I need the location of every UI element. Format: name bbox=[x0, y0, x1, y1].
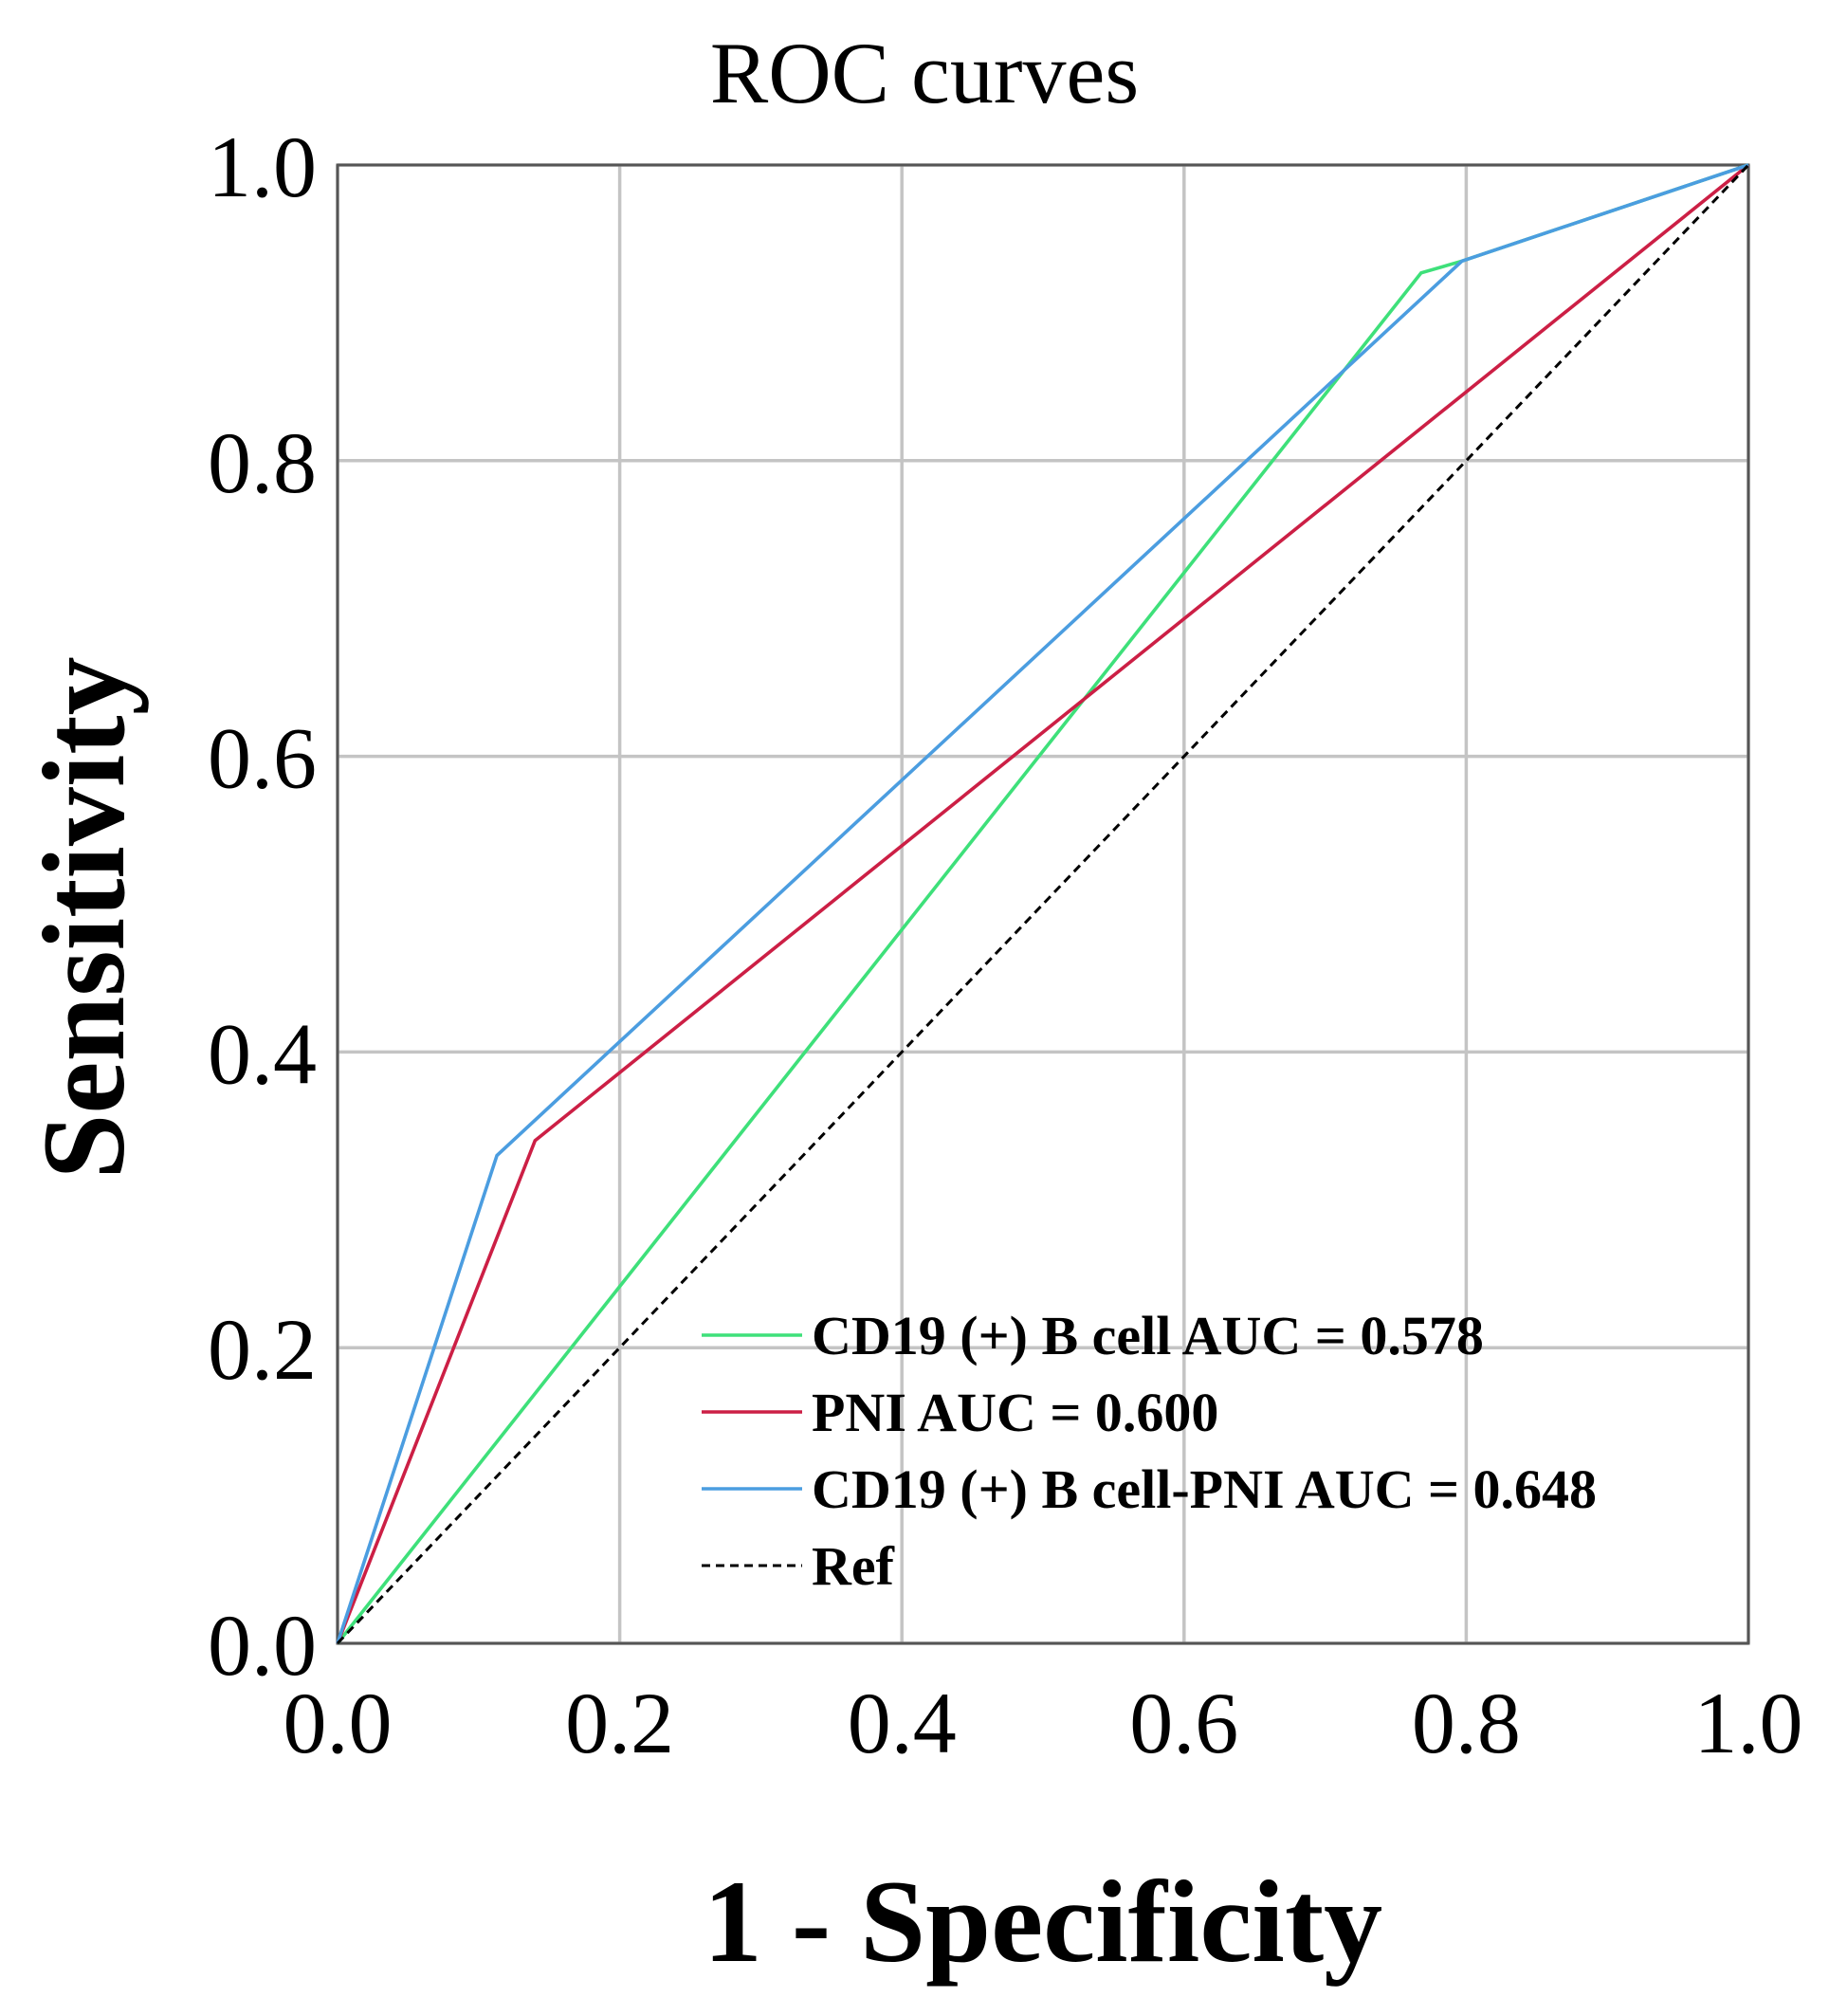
series-line-2 bbox=[336, 163, 1749, 1644]
legend-label-3: Ref bbox=[812, 1535, 895, 1597]
series-lines bbox=[336, 163, 1750, 1645]
x-tick-label-3: 0.6 bbox=[1129, 1675, 1238, 1771]
legend-label-2: CD19 (+) B cell-PNI AUC = 0.648 bbox=[812, 1458, 1597, 1520]
x-axis-ticks: 0.0 0.2 0.4 0.6 0.8 1.0 bbox=[283, 1675, 1803, 1771]
y-tick-label-4: 0.8 bbox=[208, 414, 317, 511]
x-axis-label: 1 - Specificity bbox=[704, 1857, 1382, 1987]
y-axis-ticks: 0.0 0.2 0.4 0.6 0.8 1.0 bbox=[208, 119, 317, 1694]
x-tick-label-1: 0.2 bbox=[565, 1675, 674, 1771]
y-tick-label-0: 0.0 bbox=[208, 1597, 317, 1694]
y-axis-label: Sensitivity bbox=[19, 656, 149, 1179]
legend: CD19 (+) B cell AUC = 0.578 PNI AUC = 0.6… bbox=[702, 1305, 1597, 1597]
plot-frame bbox=[336, 163, 1750, 1645]
y-tick-label-5: 1.0 bbox=[208, 119, 317, 215]
x-tick-label-5: 1.0 bbox=[1694, 1675, 1803, 1771]
y-tick-label-1: 0.2 bbox=[208, 1301, 317, 1398]
x-tick-label-2: 0.4 bbox=[848, 1675, 957, 1771]
y-tick-label-2: 0.4 bbox=[208, 1005, 317, 1102]
chart-title: ROC curves bbox=[710, 25, 1139, 121]
y-tick-label-3: 0.6 bbox=[208, 710, 317, 807]
x-tick-label-4: 0.8 bbox=[1412, 1675, 1521, 1771]
x-tick-label-0: 0.0 bbox=[283, 1675, 393, 1771]
series-line-1 bbox=[336, 163, 1750, 1644]
legend-label-0: CD19 (+) B cell AUC = 0.578 bbox=[812, 1305, 1484, 1366]
legend-label-1: PNI AUC = 0.600 bbox=[812, 1382, 1218, 1443]
